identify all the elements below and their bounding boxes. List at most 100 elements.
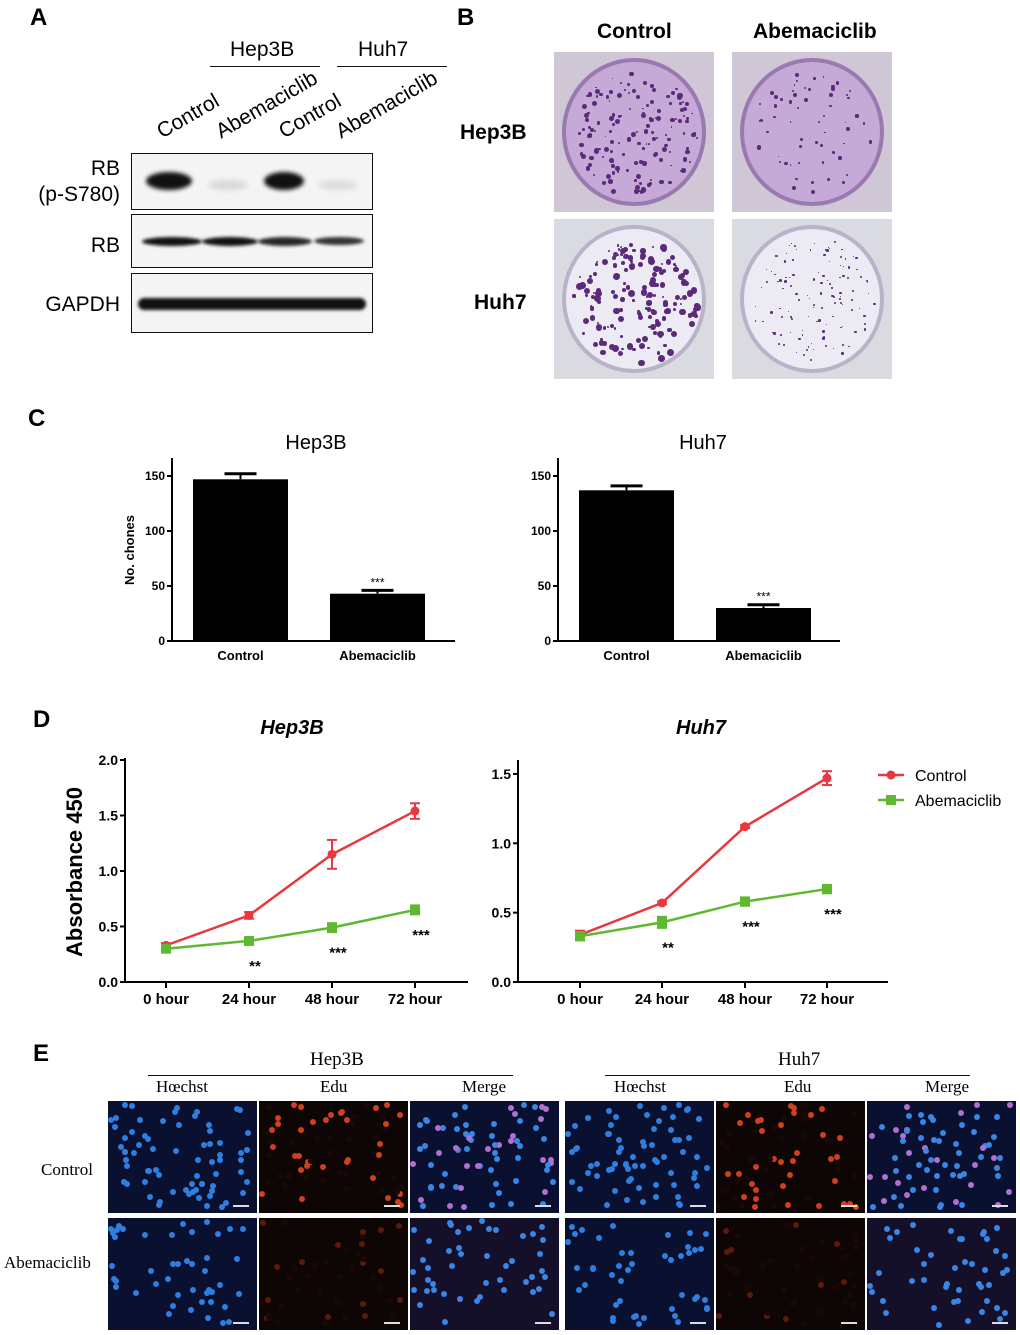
colony (581, 154, 587, 160)
scale-bar (992, 1205, 1008, 1207)
colony (605, 173, 611, 180)
cell-nucleus (781, 1286, 788, 1293)
colony (652, 293, 656, 297)
colony (659, 282, 665, 288)
cell-nucleus (585, 1169, 592, 1176)
cell-nucleus (494, 1156, 501, 1163)
cell-nucleus (441, 1170, 448, 1177)
cell-nucleus (117, 1144, 124, 1151)
colony (784, 280, 787, 283)
cell-nucleus (882, 1174, 889, 1181)
cell-nucleus (483, 1253, 490, 1260)
colony (602, 326, 607, 330)
cell-nucleus (723, 1143, 730, 1150)
cell-nucleus (360, 1300, 367, 1307)
cell-nucleus (726, 1131, 733, 1138)
cell-nucleus (841, 1278, 848, 1285)
cell-nucleus (110, 1230, 117, 1237)
colony (647, 346, 650, 350)
colony (679, 102, 682, 105)
colony (595, 261, 598, 264)
cell-nucleus (582, 1281, 589, 1288)
band (202, 237, 258, 246)
x-tick-label: 0 hour (557, 991, 603, 1008)
cell-nucleus (961, 1171, 968, 1178)
cell-nucleus (984, 1235, 991, 1242)
y-tick-label: 0.5 (492, 905, 512, 921)
colony (606, 95, 610, 99)
colony (649, 182, 653, 186)
blot-label-gapdh: GAPDH (45, 293, 120, 316)
cell-nucleus (205, 1122, 212, 1129)
cell-nucleus (174, 1291, 181, 1298)
colony (614, 119, 620, 125)
colony (595, 86, 597, 89)
cell-nucleus (909, 1187, 916, 1194)
cell-nucleus (937, 1202, 944, 1209)
colony (841, 180, 846, 185)
band (318, 180, 358, 190)
cell-nucleus (723, 1187, 730, 1194)
cell-nucleus (883, 1310, 890, 1316)
cell-nucleus (442, 1319, 449, 1325)
cell-nucleus (380, 1114, 387, 1121)
cell-nucleus (779, 1135, 786, 1142)
colony (823, 131, 826, 134)
colony (805, 348, 808, 351)
colony (789, 276, 791, 279)
colony (633, 179, 637, 183)
cell-nucleus (1001, 1310, 1008, 1317)
colony (841, 248, 843, 251)
cell-line-hep3b: Hep3B (230, 38, 295, 61)
colony (582, 128, 586, 132)
colony (683, 115, 686, 118)
cell-nucleus (383, 1121, 390, 1128)
cell-nucleus (244, 1179, 251, 1186)
cell-nucleus (175, 1260, 182, 1267)
cell-nucleus (112, 1115, 119, 1121)
cell-nucleus (834, 1154, 841, 1161)
colony (682, 268, 689, 275)
colony (777, 155, 780, 158)
cell-nucleus (611, 1187, 618, 1194)
cell-nucleus (691, 1169, 698, 1176)
cell-nucleus (702, 1296, 709, 1303)
colony (780, 333, 783, 336)
cell-nucleus (895, 1180, 902, 1187)
y-tick-label: 50 (152, 579, 166, 593)
cell-nucleus (985, 1281, 992, 1288)
colony (612, 123, 616, 127)
cell-nucleus (293, 1286, 300, 1293)
cell-nucleus (852, 1232, 859, 1239)
cell-nucleus (959, 1236, 966, 1243)
cell-nucleus (420, 1256, 427, 1263)
cell-nucleus (465, 1134, 472, 1141)
colony (633, 161, 638, 166)
colony (678, 119, 682, 123)
colony (757, 145, 762, 150)
colony (640, 113, 646, 119)
cell-nucleus (308, 1164, 315, 1171)
cell-nucleus (749, 1180, 756, 1187)
colony (652, 87, 657, 93)
cell-nucleus (993, 1224, 1000, 1231)
colony (656, 350, 661, 355)
cell-nucleus (422, 1142, 429, 1149)
cell-nucleus (541, 1189, 548, 1196)
colony (766, 130, 769, 134)
cell-nucleus (194, 1108, 201, 1115)
cell-nucleus (175, 1122, 182, 1129)
cell-nucleus (207, 1298, 214, 1305)
cell-nucleus (725, 1170, 732, 1177)
colony (589, 155, 594, 161)
dish-well (562, 58, 706, 206)
colony (623, 267, 629, 272)
cell-nucleus (629, 1153, 636, 1160)
cell-nucleus (539, 1156, 546, 1163)
cell-nucleus (824, 1137, 831, 1144)
colony (795, 249, 797, 251)
colony (798, 338, 801, 341)
y-tick-label: 1.0 (99, 863, 119, 879)
colony (810, 190, 815, 195)
cell-nucleus (370, 1174, 377, 1181)
